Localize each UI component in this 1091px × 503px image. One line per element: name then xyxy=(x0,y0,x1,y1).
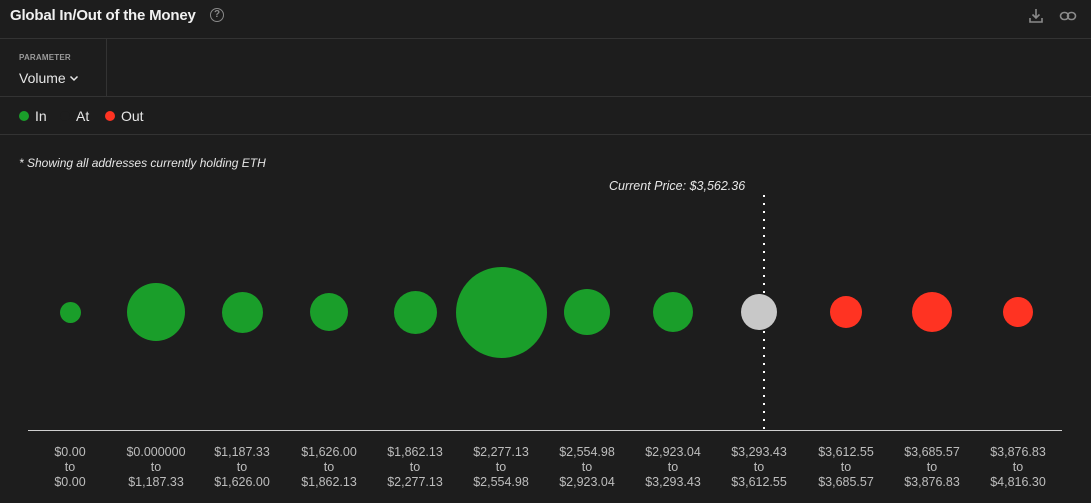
bubble-in[interactable] xyxy=(564,289,610,335)
x-tick-label: $3,685.57 to $3,876.83 xyxy=(904,445,960,489)
bubble-at[interactable] xyxy=(741,294,777,330)
download-icon[interactable] xyxy=(1027,7,1045,25)
x-tick-label: $3,876.83 to $4,816.30 xyxy=(990,445,1046,489)
bubble-in[interactable] xyxy=(455,266,547,358)
bubble-out[interactable] xyxy=(1003,297,1033,327)
legend-dot-at-icon xyxy=(60,111,70,121)
parameter-dropdown[interactable]: Volume xyxy=(19,70,79,86)
x-tick-label: $3,612.55 to $3,685.57 xyxy=(818,445,874,489)
legend-label-out: Out xyxy=(121,108,144,124)
x-tick-label: $2,277.13 to $2,554.98 xyxy=(473,445,529,489)
bubble-in[interactable] xyxy=(127,283,185,341)
parameter-label: PARAMETER xyxy=(19,53,71,62)
x-tick-label: $1,862.13 to $2,277.13 xyxy=(387,445,443,489)
widget-header: Global In/Out of the Money ? xyxy=(0,0,1091,39)
widget-title: Global In/Out of the Money xyxy=(10,7,196,24)
legend-dot-in-icon xyxy=(19,111,29,121)
legend-dot-out-icon xyxy=(105,111,115,121)
x-tick-label: $0.000000 to $1,187.33 xyxy=(126,445,186,489)
x-tick-label: $1,626.00 to $1,862.13 xyxy=(301,445,357,489)
x-tick-label: $3,293.43 to $3,612.55 xyxy=(731,445,787,489)
bubble-in[interactable] xyxy=(653,292,693,332)
help-icon[interactable]: ? xyxy=(210,8,224,22)
legend-item-in[interactable]: In xyxy=(19,108,47,124)
legend-item-at[interactable]: At xyxy=(60,108,89,124)
bubble-out[interactable] xyxy=(830,296,862,328)
parameter-value: Volume xyxy=(19,70,66,86)
bubble-in[interactable] xyxy=(59,301,81,323)
link-icon[interactable] xyxy=(1059,7,1077,25)
bubble-out[interactable] xyxy=(912,292,952,332)
chart-note: * Showing all addresses currently holdin… xyxy=(19,156,266,170)
legend-item-out[interactable]: Out xyxy=(105,108,144,124)
current-price-label: Current Price: $3,562.36 xyxy=(609,179,746,193)
bubble-in[interactable] xyxy=(310,293,348,331)
x-axis-line xyxy=(28,430,1062,431)
bubble-in[interactable] xyxy=(221,291,263,333)
parameter-selector: PARAMETER Volume xyxy=(0,39,107,97)
x-tick-label: $2,554.98 to $2,923.04 xyxy=(559,445,615,489)
bubble-in[interactable] xyxy=(393,290,437,334)
legend-label-at: At xyxy=(76,108,90,124)
x-tick-label: $2,923.04 to $3,293.43 xyxy=(645,445,701,489)
legend: In At Out xyxy=(0,97,1091,135)
x-tick-label: $0.00 to $0.00 xyxy=(54,445,86,489)
parameter-row: PARAMETER Volume xyxy=(0,39,1091,97)
chevron-down-icon xyxy=(69,75,78,82)
legend-label-in: In xyxy=(35,108,47,124)
x-tick-label: $1,187.33 to $1,626.00 xyxy=(214,445,270,489)
